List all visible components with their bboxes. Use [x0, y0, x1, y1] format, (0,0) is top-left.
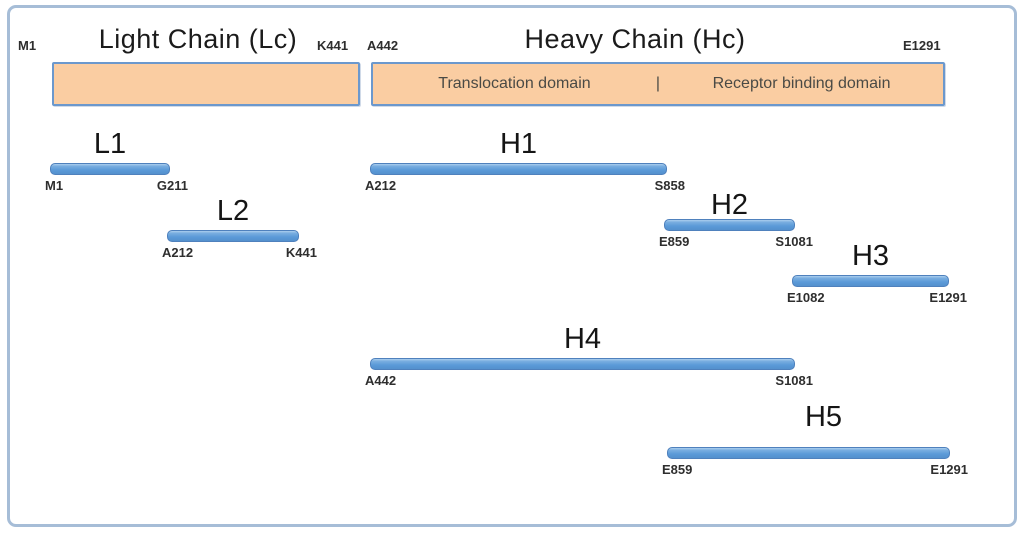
fragment-label: L2: [216, 195, 250, 227]
fragment-start-residue: M1: [45, 178, 64, 193]
fragment-start-residue: E1082: [787, 290, 825, 305]
fragment-bar: [167, 230, 299, 242]
fragment-label: H5: [804, 401, 843, 433]
fragment-h2: H2 E859 S1081: [659, 191, 813, 250]
fragment-h5: H5 E859 E1291: [662, 403, 968, 478]
fragment-start-residue: A212: [365, 178, 397, 193]
heavy-chain-start-label: A442: [367, 38, 399, 53]
fragment-label: H2: [710, 189, 749, 221]
translocation-domain-label: Translocation domain: [438, 75, 591, 92]
light-chain-start-label: M1: [18, 38, 37, 53]
fragment-bar: [370, 163, 667, 175]
fragment-l2: L2 A212 K441: [162, 197, 317, 261]
fragment-label: H1: [499, 128, 538, 160]
light-chain-title: Light Chain (Lc): [98, 24, 298, 54]
fragment-start-residue: E859: [659, 234, 690, 249]
fragment-bar: [370, 358, 795, 370]
fragment-start-residue: E859: [662, 462, 693, 477]
domain-divider: |: [655, 75, 661, 92]
fragment-label: L1: [93, 128, 127, 160]
light-chain-box: [52, 62, 360, 106]
fragment-h4: H4 A442 S1081: [365, 325, 813, 389]
fragment-start-residue: A212: [162, 245, 194, 260]
fragment-l1: L1 M1 G211: [45, 130, 188, 194]
fragment-bar: [50, 163, 170, 175]
fragment-label: H3: [851, 240, 890, 272]
fragment-bar: [792, 275, 949, 287]
fragment-h3: H3 E1082 E1291: [787, 242, 967, 306]
fragment-end-residue: S1081: [775, 234, 813, 249]
fragment-bar: [667, 447, 950, 459]
fragment-end-residue: S858: [654, 178, 685, 193]
fragment-end-residue: S1081: [775, 373, 813, 388]
fragment-end-residue: E1291: [929, 290, 967, 305]
fragment-h1: H1 A212 S858: [365, 130, 685, 194]
fragment-label: H4: [563, 323, 602, 355]
heavy-chain-title: Heavy Chain (Hc): [524, 24, 746, 54]
fragment-bar: [664, 219, 795, 231]
fragment-start-residue: A442: [365, 373, 397, 388]
heavy-chain-box: Translocation domain | Receptor binding …: [371, 62, 945, 106]
fragment-end-residue: E1291: [930, 462, 968, 477]
heavy-chain-end-label: E1291: [903, 38, 941, 53]
receptor-binding-domain-label: Receptor binding domain: [712, 75, 891, 92]
fragment-end-residue: G211: [156, 178, 188, 193]
fragment-end-residue: K441: [285, 245, 317, 260]
heavy-chain-domains: Translocation domain | Receptor binding …: [373, 64, 943, 104]
light-chain-end-label: K441: [317, 38, 349, 53]
